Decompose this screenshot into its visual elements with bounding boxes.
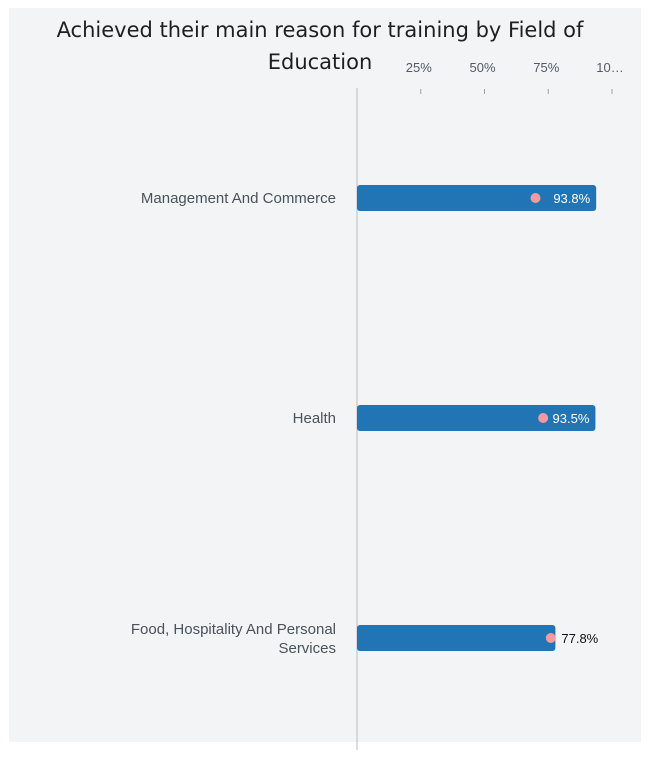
category-label: Health: [293, 410, 336, 427]
x-tick-label: 50%: [469, 60, 495, 75]
x-tick-label: 75%: [533, 60, 559, 75]
bar-value-label: 93.8%: [553, 191, 590, 206]
category-label: Services: [278, 640, 336, 657]
chart-card: [9, 8, 641, 742]
chart-title: Achieved their main reason for training …: [56, 18, 584, 74]
x-tick-label: 10…: [596, 60, 623, 75]
x-tick-label: 25%: [406, 60, 432, 75]
bar: [357, 625, 556, 651]
marker-dot: [530, 193, 541, 203]
bar-value-label: 77.8%: [561, 631, 598, 646]
category-label: Food, Hospitality And Personal: [131, 621, 336, 638]
bar-value-label: 93.5%: [553, 411, 590, 426]
bar: [357, 405, 596, 431]
marker-dot: [545, 633, 556, 643]
bar: [357, 185, 597, 211]
marker-dot: [538, 413, 549, 423]
category-label: Management And Commerce: [141, 190, 336, 207]
